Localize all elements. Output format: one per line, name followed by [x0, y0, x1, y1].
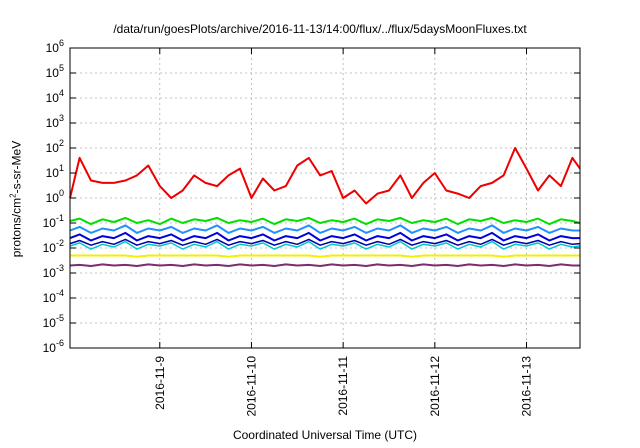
chart-title: /data/run/goesPlots/archive/2016-11-13/1… [113, 22, 527, 36]
x-axis-label: Coordinated Universal Time (UTC) [232, 428, 418, 442]
y-tick-label: 103 [46, 113, 64, 130]
plot-frame [69, 47, 581, 349]
x-tick-label: 2016-11-11 [336, 356, 350, 416]
y-tick-label: 10-3 [43, 263, 64, 280]
y-axis-label: protons/cm2-s-sr-MeV [8, 140, 24, 258]
axes: 10-6 10-5 10-4 10-3 10-2 10-1 100 101 102 103 104 1… [43, 38, 581, 417]
y-tick-label: 105 [46, 63, 64, 80]
y-tick-label: 10-4 [43, 288, 64, 305]
y-tick-label: 10-6 [43, 338, 64, 355]
series-line-0 [69, 147, 581, 205]
x-tick-label: 2016-11-13 [520, 356, 534, 417]
y-tick-label: 101 [46, 163, 64, 180]
series-line-1 [69, 216, 581, 226]
x-tick-label: 2016-11-10 [244, 356, 258, 417]
series-line-2 [69, 224, 580, 234]
grid [70, 48, 580, 348]
y-tick-label: 102 [46, 138, 64, 155]
x-tick-label: 2016-11-9 [153, 356, 167, 410]
y-tick-label: 100 [46, 188, 64, 205]
y-tick-label: 10-2 [43, 238, 64, 255]
x-tick-label: 2016-11-12 [428, 356, 442, 417]
y-tick-label: 106 [46, 38, 64, 55]
series-line-3 [69, 231, 580, 242]
y-tick-label: 10-5 [43, 313, 64, 330]
y-tick-label: 104 [46, 88, 64, 105]
series-lines [69, 147, 581, 267]
series-line-7 [69, 263, 580, 267]
y-tick-label: 10-1 [43, 213, 64, 230]
series-line-4 [69, 240, 581, 250]
series-line-6 [70, 254, 580, 258]
series-line-5 [69, 238, 581, 246]
